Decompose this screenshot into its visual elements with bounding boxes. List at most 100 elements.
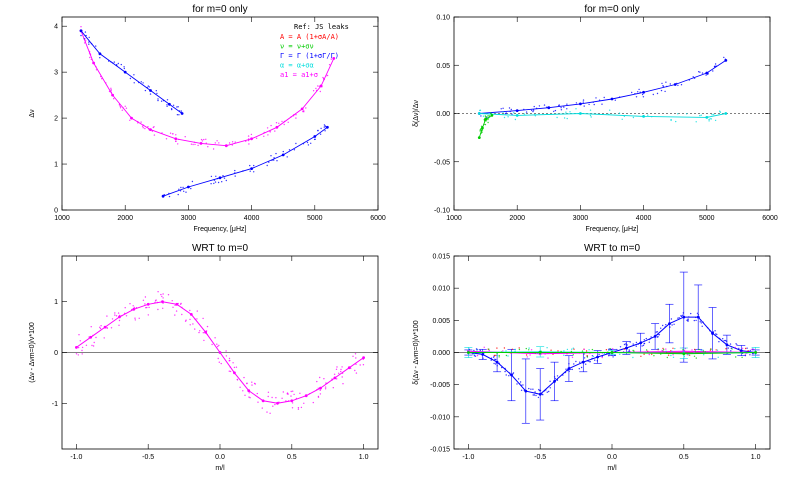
scatter-dot: [182, 186, 184, 189]
scatter-dot: [643, 353, 645, 355]
data-point: [484, 117, 487, 121]
scatter-dot: [281, 397, 283, 399]
scatter-dot: [148, 306, 150, 309]
y-tick-label: 4: [54, 24, 58, 31]
scatter-dot: [221, 181, 223, 183]
scatter-dot: [661, 82, 663, 85]
scatter-dot: [672, 356, 675, 358]
scatter-dot: [160, 293, 162, 296]
data-point: [319, 386, 322, 390]
scatter-dot: [592, 101, 594, 104]
scatter-dot: [719, 337, 721, 340]
scatter-dot: [274, 130, 276, 132]
scatter-dot: [153, 134, 156, 136]
scatter-dot: [696, 312, 699, 314]
scatter-dot: [362, 364, 365, 366]
scatter-dot: [583, 353, 585, 355]
scatter-dot: [266, 127, 269, 129]
scatter-dot: [326, 74, 329, 77]
scatter-dot: [715, 349, 717, 351]
scatter-dot: [603, 352, 606, 355]
data-point: [224, 144, 228, 148]
scatter-dot: [635, 96, 638, 98]
scatter-dot: [487, 117, 489, 120]
scatter-dot: [157, 291, 159, 293]
scatter-dot: [124, 307, 126, 309]
scatter-dot: [473, 349, 475, 352]
scatter-dot: [203, 339, 205, 342]
scatter-dot: [482, 115, 485, 117]
scatter-dot: [323, 124, 326, 126]
y-tick-label: 0.10: [436, 15, 450, 22]
scatter-dot: [608, 113, 610, 116]
scatter-dot: [245, 140, 247, 142]
scatter-dot: [231, 141, 234, 143]
scatter-dot: [206, 333, 208, 336]
series-α: [477, 108, 728, 123]
scatter-dot: [607, 351, 609, 353]
scatter-dot: [75, 353, 78, 355]
scatter-dot: [507, 355, 509, 357]
scatter-dot: [192, 143, 194, 146]
scatter-dot: [81, 349, 83, 352]
scatter-dot: [589, 352, 591, 355]
scatter-dot: [129, 119, 131, 122]
scatter-dot: [290, 395, 292, 397]
scatter-dot: [118, 324, 120, 326]
scatter-dot: [612, 348, 614, 350]
scatter-dot: [710, 348, 712, 350]
scatter-dot: [189, 309, 191, 312]
scatter-dot: [213, 179, 216, 181]
scatter-dot: [639, 91, 641, 93]
scatter-dot: [599, 351, 602, 354]
x-tick-label: 2000: [509, 215, 525, 222]
scatter-dot: [236, 379, 239, 381]
scatter-dot: [612, 356, 614, 358]
plot-area: [75, 291, 365, 414]
scatter-dot: [169, 132, 172, 134]
scatter-dot: [667, 354, 670, 356]
scatter-dot: [563, 350, 565, 352]
scatter-dot: [177, 106, 179, 108]
scatter-dot: [586, 355, 588, 357]
scatter-dot: [591, 355, 594, 357]
scatter-dot: [99, 327, 102, 330]
scatter-dot: [523, 113, 526, 115]
scatter-dot: [479, 349, 481, 352]
scatter-dot: [662, 324, 664, 327]
scatter-dot: [147, 85, 149, 87]
scatter-dot: [305, 107, 307, 109]
scatter-dot: [746, 347, 748, 349]
scatter-dot: [530, 349, 533, 351]
data-point: [579, 102, 582, 106]
scatter-dot: [727, 347, 729, 349]
scatter-dot: [287, 400, 290, 402]
scatter-dot: [325, 75, 327, 77]
data-point: [326, 125, 329, 129]
scatter-dot: [103, 337, 105, 339]
series-Γ: [477, 56, 728, 119]
scatter-dot: [88, 50, 91, 53]
data-point: [92, 61, 95, 65]
scatter-dot: [196, 310, 198, 312]
scatter-dot: [569, 111, 571, 113]
scatter-dot: [215, 175, 217, 177]
scatter-dot: [520, 384, 523, 386]
scatter-dot: [95, 45, 97, 47]
scatter-dot: [325, 382, 327, 384]
scatter-dot: [558, 104, 560, 106]
data-point: [725, 343, 729, 347]
scatter-dot: [623, 348, 626, 350]
scatter-dot: [490, 359, 492, 361]
scatter-dot: [338, 372, 340, 374]
data-point: [467, 351, 470, 354]
scatter-dot: [140, 121, 142, 123]
scatter-dot: [518, 347, 520, 349]
scatter-dot: [672, 354, 674, 356]
scatter-dot: [79, 340, 82, 342]
scatter-dot: [652, 93, 654, 96]
scatter-dot: [119, 105, 122, 108]
scatter-dot: [705, 74, 707, 76]
scatter-dot: [322, 76, 324, 79]
scatter-dot: [560, 107, 562, 109]
